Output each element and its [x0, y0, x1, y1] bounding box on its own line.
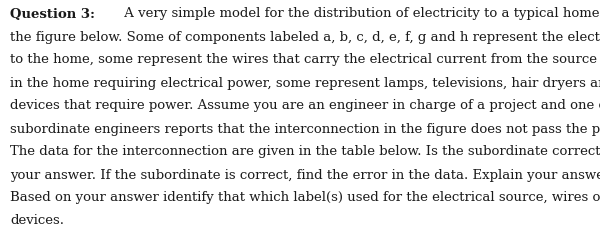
Text: Question 3:: Question 3:	[10, 8, 95, 20]
Text: to the home, some represent the wires that carry the electrical current from the: to the home, some represent the wires th…	[10, 53, 600, 67]
Text: your answer. If the subordinate is correct, find the error in the data. Explain : your answer. If the subordinate is corre…	[10, 169, 600, 181]
Text: the figure below. Some of components labeled a, b, c, d, e, f, g and h represent: the figure below. Some of components lab…	[10, 30, 600, 44]
Text: Based on your answer identify that which label(s) used for the electrical source: Based on your answer identify that which…	[10, 192, 600, 205]
Text: devices that require power. Assume you are an engineer in charge of a project an: devices that require power. Assume you a…	[10, 100, 600, 112]
Text: The data for the interconnection are given in the table below. Is the subordinat: The data for the interconnection are giv…	[10, 145, 600, 159]
Text: in the home requiring electrical power, some represent lamps, televisions, hair : in the home requiring electrical power, …	[10, 77, 600, 89]
Text: devices.: devices.	[10, 214, 64, 228]
Text: A very simple model for the distribution of electricity to a typical home is sho: A very simple model for the distribution…	[119, 8, 600, 20]
Text: subordinate engineers reports that the interconnection in the figure does not pa: subordinate engineers reports that the i…	[10, 122, 600, 136]
